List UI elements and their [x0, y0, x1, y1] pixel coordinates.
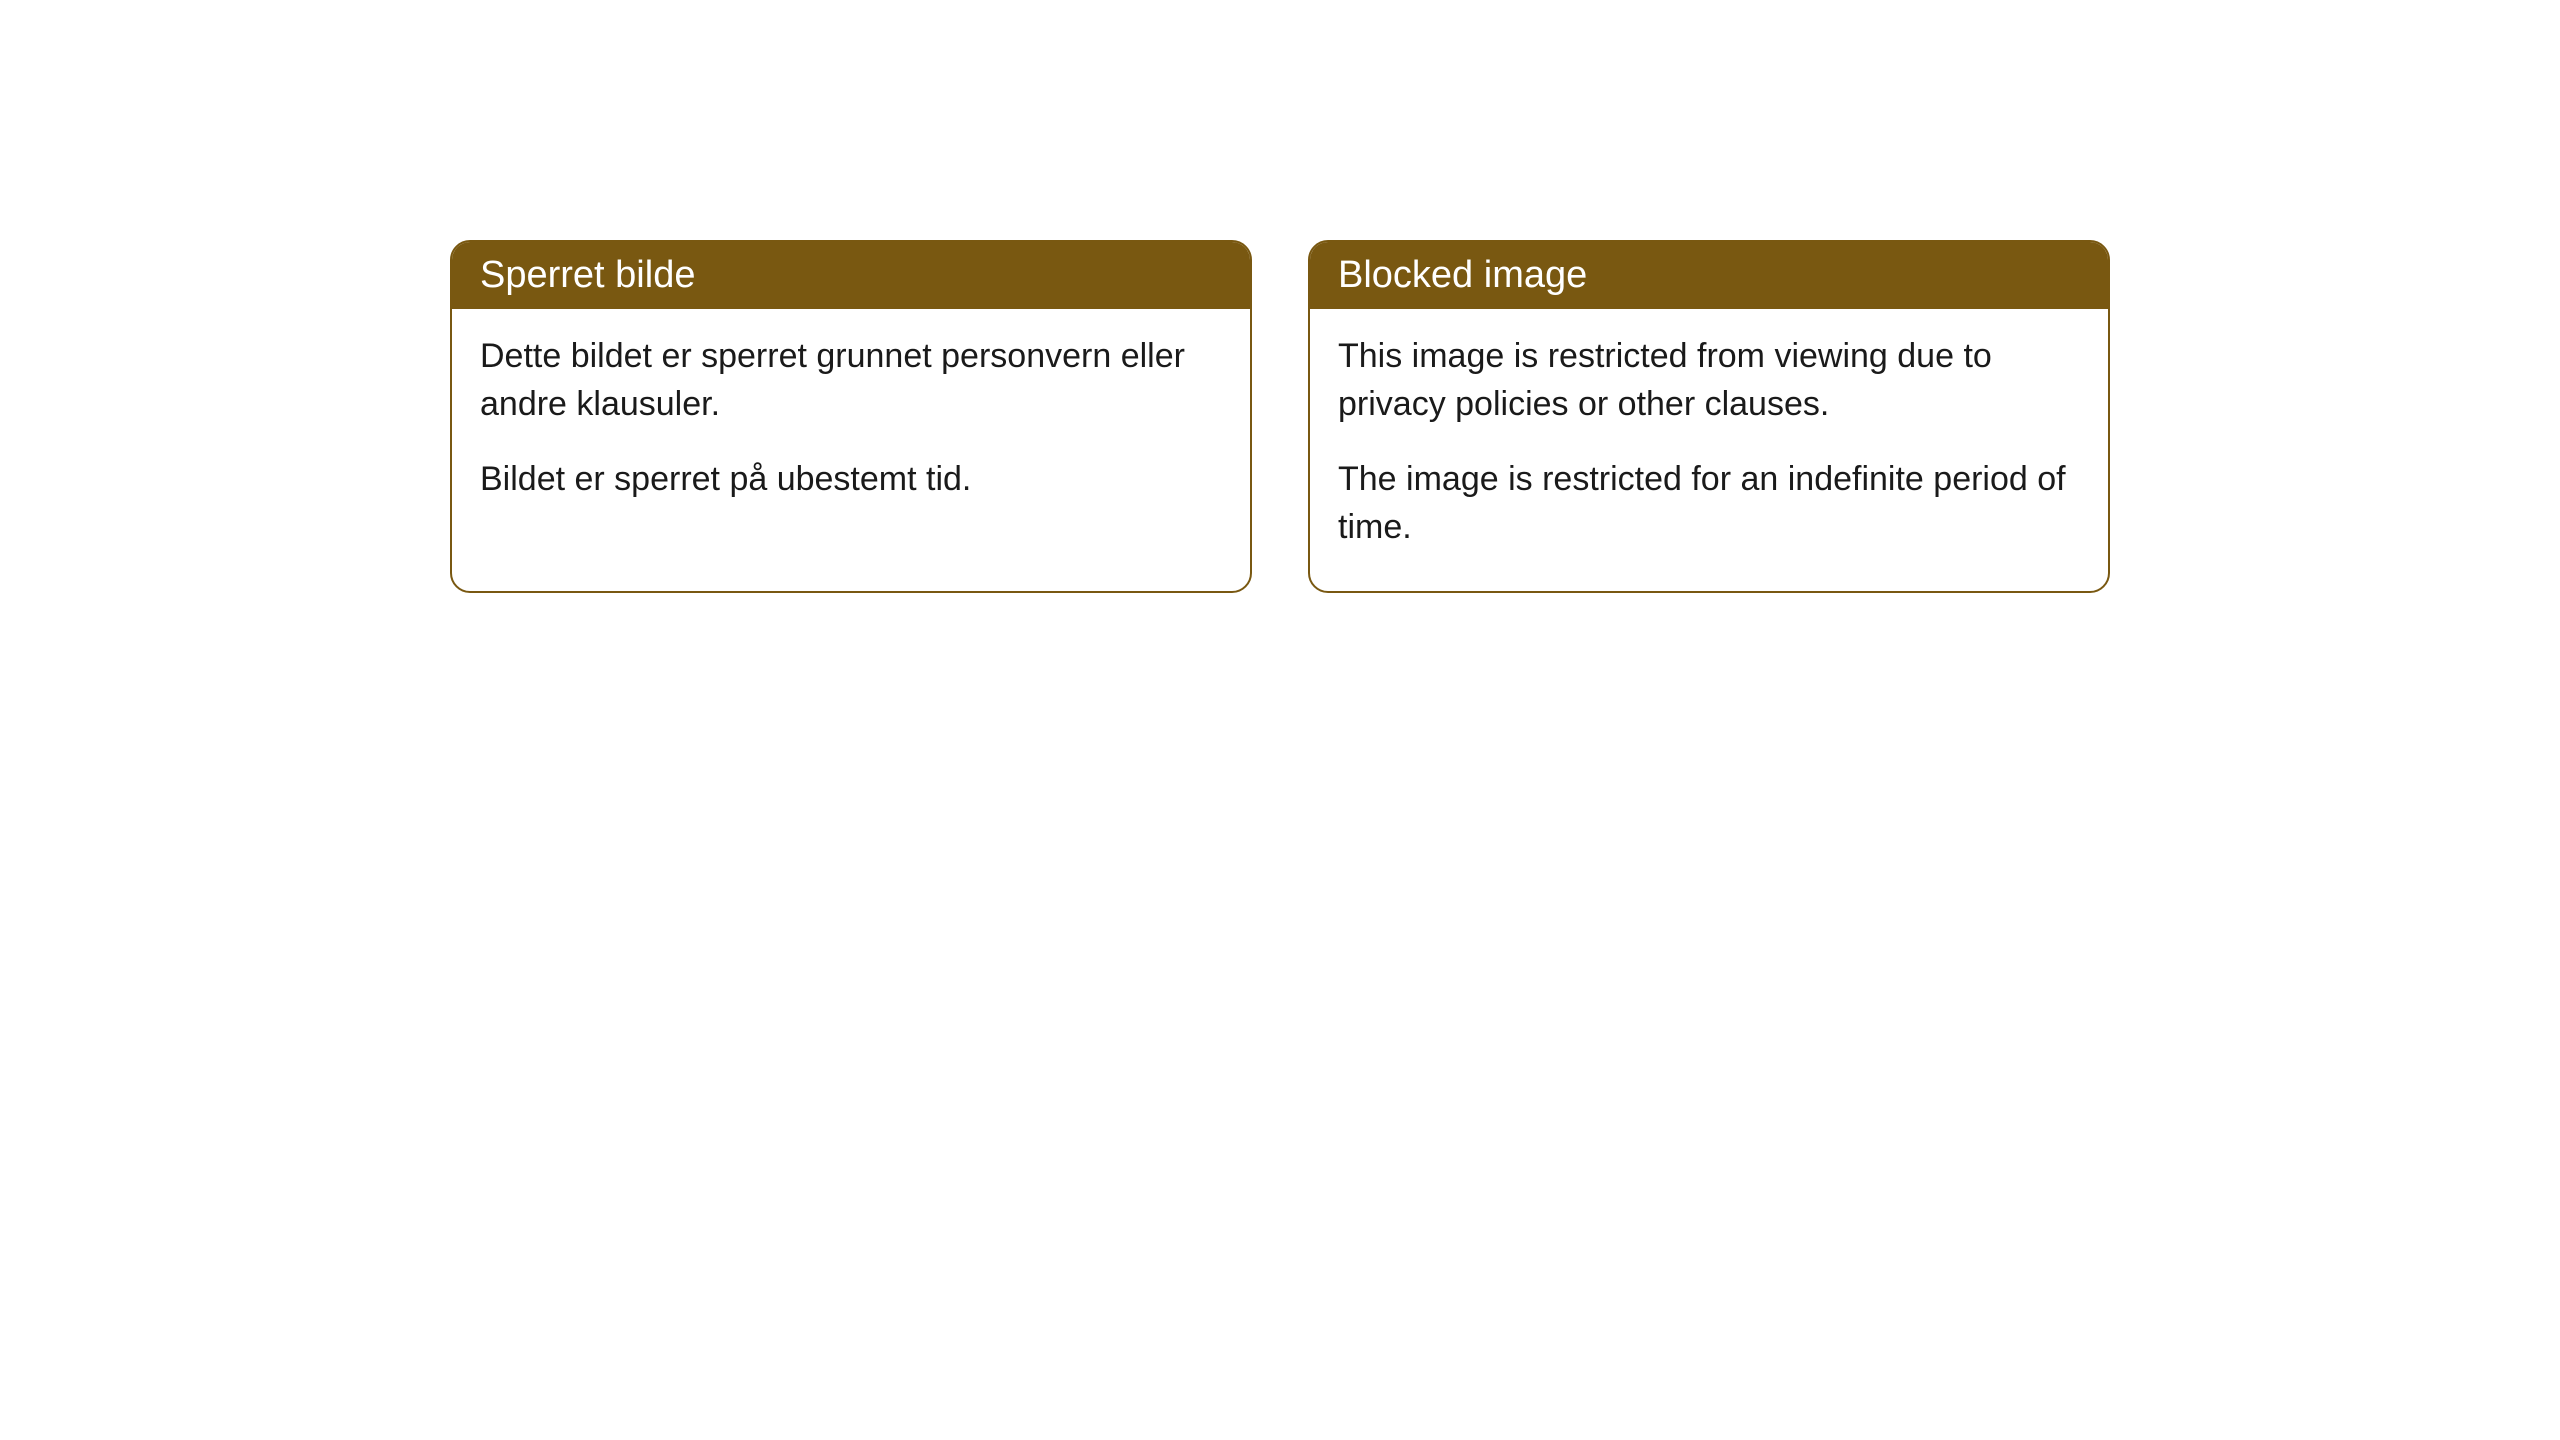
blocked-image-card-english: Blocked image This image is restricted f…	[1308, 240, 2110, 593]
card-body-english: This image is restricted from viewing du…	[1310, 309, 2108, 591]
card-title-norwegian: Sperret bilde	[480, 254, 695, 296]
card-body-norwegian: Dette bildet er sperret grunnet personve…	[452, 309, 1250, 544]
card-header-english: Blocked image	[1310, 242, 2108, 309]
card-header-norwegian: Sperret bilde	[452, 242, 1250, 309]
card-paragraph-english-2: The image is restricted for an indefinit…	[1338, 456, 2080, 551]
card-paragraph-english-1: This image is restricted from viewing du…	[1338, 333, 2080, 428]
card-paragraph-norwegian-1: Dette bildet er sperret grunnet personve…	[480, 333, 1222, 428]
blocked-image-card-norwegian: Sperret bilde Dette bildet er sperret gr…	[450, 240, 1252, 593]
card-title-english: Blocked image	[1338, 254, 1587, 296]
notice-cards-container: Sperret bilde Dette bildet er sperret gr…	[450, 240, 2110, 593]
card-paragraph-norwegian-2: Bildet er sperret på ubestemt tid.	[480, 456, 1222, 504]
